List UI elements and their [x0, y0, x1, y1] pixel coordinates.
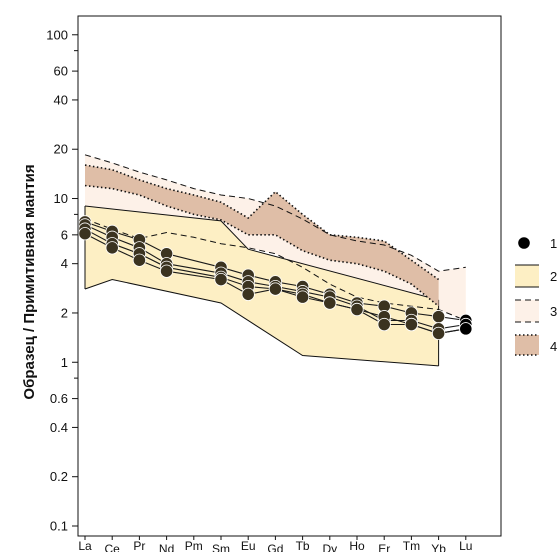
x-tick-label-Yb: Yb — [431, 542, 446, 552]
x-tick-label-Gd: Gd — [267, 542, 283, 552]
x-tick-label-La: La — [78, 539, 92, 552]
x-tick-label-Nd: Nd — [159, 542, 174, 552]
legend: 1 2 3 4 — [515, 236, 557, 356]
x-tick-label-Ho: Ho — [349, 539, 365, 552]
sample-point-4-Nd — [160, 264, 174, 278]
field-2-upper-line — [84, 205, 439, 301]
sample-point-4-Lu — [459, 322, 473, 336]
y-tick-label-0.4: 0.4 — [50, 420, 68, 435]
y-tick-label-0.6: 0.6 — [50, 391, 68, 406]
sample-point-4-Tm — [404, 317, 418, 332]
field-3-upper-line — [84, 154, 466, 272]
x-tick-label-Pm: Pm — [185, 539, 203, 552]
field-2-lower-line — [84, 278, 439, 367]
x-tick-label-Ce: Ce — [105, 542, 121, 552]
x-tick-label-Tb: Tb — [296, 539, 310, 552]
field-4-upper-line — [84, 164, 440, 281]
y-tick-label-100: 100 — [46, 27, 68, 42]
y-tick-label-1: 1 — [61, 355, 68, 370]
x-tick-label-Pr: Pr — [133, 539, 145, 552]
sample-point-4-La — [78, 227, 92, 241]
x-tick-label-Tm: Tm — [403, 539, 420, 552]
sample-point-4-Pr — [132, 253, 146, 267]
sample-point-4-Ho — [350, 302, 364, 317]
legend-marker-3 — [515, 300, 539, 322]
y-tick-label-40: 40 — [54, 92, 68, 107]
x-tick-label-Eu: Eu — [241, 539, 256, 552]
y-tick-label-10: 10 — [54, 191, 68, 206]
y-tick-label-6: 6 — [61, 227, 68, 242]
y-tick-label-20: 20 — [54, 142, 68, 157]
x-tick-label-Lu: Lu — [459, 539, 472, 552]
field-2-area — [85, 206, 439, 366]
legend-marker-4 — [515, 335, 539, 355]
y-axis-title: Образец / Примитивная мантия — [21, 164, 38, 399]
sample-point-4-Gd — [268, 282, 282, 296]
legend-label-3: 3 — [550, 304, 557, 319]
sample-point-4-Ce — [105, 241, 119, 255]
legend-label-1: 1 — [550, 236, 557, 251]
field-4-area — [85, 165, 439, 307]
sample-point-4-Yb — [431, 326, 446, 341]
y-tick-label-0.2: 0.2 — [50, 469, 68, 484]
sample-point-4-Er — [377, 317, 391, 332]
axes: 0.1 0.2 0.4 0.6 1 2 4 6 10 20 40 60 100 La Ce Pr Nd Pm Sm E… — [46, 27, 472, 552]
x-tick-label-Dy: Dy — [322, 542, 337, 552]
field-3-lower-line — [84, 218, 466, 321]
legend-label-2: 2 — [550, 269, 557, 284]
x-tick-label-Sm: Sm — [212, 542, 230, 552]
legend-label-4: 4 — [550, 339, 557, 354]
legend-marker-2 — [515, 265, 539, 287]
y-tick-label-60: 60 — [54, 64, 68, 79]
legend-marker-1 — [517, 236, 531, 250]
sample-point-1-Yb — [431, 310, 446, 324]
x-tick-label-Er: Er — [378, 542, 390, 552]
sample-point-4-Sm — [214, 272, 228, 287]
sample-lines-layer — [78, 215, 473, 341]
sample-point-4-Eu — [241, 287, 255, 301]
y-tick-label-0.1: 0.1 — [50, 519, 68, 534]
sample-point-4-Tb — [295, 290, 310, 304]
plot-frame — [77, 15, 502, 537]
y-tick-label-4: 4 — [61, 256, 68, 271]
field-4-lower-line — [84, 184, 440, 307]
sample-point-4-Dy — [323, 296, 337, 310]
y-tick-label-2: 2 — [61, 305, 68, 320]
